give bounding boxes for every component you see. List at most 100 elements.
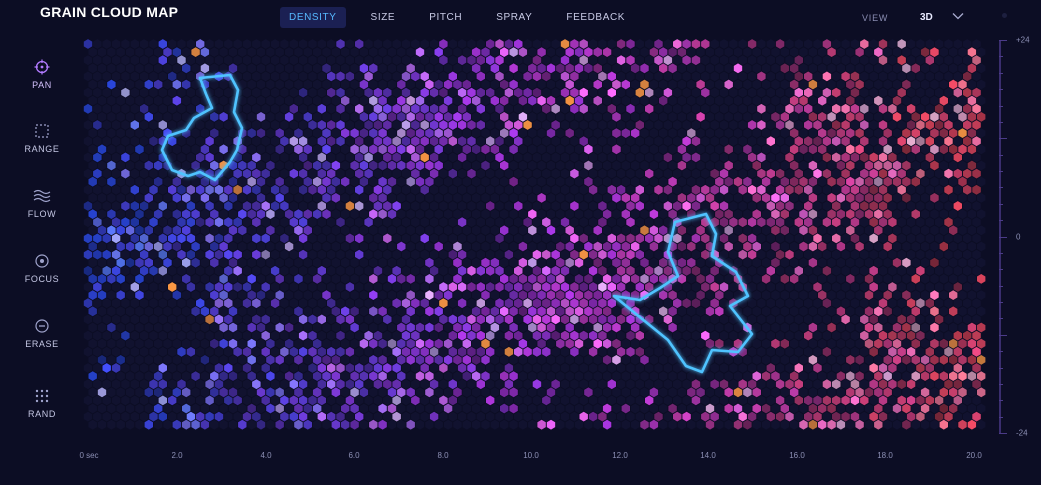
grain-cell bbox=[289, 265, 298, 276]
grain-cell bbox=[593, 63, 602, 74]
grain-cell bbox=[247, 209, 256, 219]
grain-cell bbox=[158, 314, 167, 325]
tab-pitch[interactable]: PITCH bbox=[429, 12, 463, 23]
tool-rand[interactable]: RAND bbox=[0, 388, 84, 419]
grain-cell bbox=[205, 120, 214, 130]
grain-cell bbox=[97, 79, 107, 90]
grain-cell bbox=[780, 290, 789, 300]
grain-cell bbox=[397, 257, 406, 268]
grain-cell bbox=[719, 330, 729, 341]
grain-cell bbox=[457, 249, 467, 260]
grain-cell bbox=[518, 63, 528, 74]
grain-cell bbox=[116, 257, 125, 268]
grain-cell bbox=[677, 176, 687, 187]
grain-cell bbox=[125, 225, 135, 236]
grain-cell bbox=[116, 160, 125, 171]
grain-cell bbox=[401, 152, 411, 163]
tool-pan[interactable]: PAN bbox=[0, 59, 84, 90]
grain-cell bbox=[616, 363, 626, 373]
grain-cell bbox=[925, 120, 934, 130]
grain-cell bbox=[944, 87, 953, 98]
grain-cell bbox=[102, 201, 111, 211]
grain-cell bbox=[808, 306, 818, 317]
grain-cell bbox=[284, 257, 294, 268]
grain-cell bbox=[317, 39, 326, 49]
grain-cell bbox=[906, 120, 916, 130]
grain-cell bbox=[822, 184, 832, 195]
grain-cell bbox=[135, 371, 144, 381]
grain-cell bbox=[135, 338, 144, 349]
grain-cell bbox=[841, 152, 850, 163]
tool-erase[interactable]: ERASE bbox=[0, 318, 84, 349]
grain-cell bbox=[789, 403, 799, 414]
grain-cell bbox=[336, 298, 345, 309]
grain-cell bbox=[284, 63, 294, 74]
grain-cell bbox=[542, 152, 551, 163]
tab-spray[interactable]: SPRAY bbox=[496, 12, 533, 23]
grain-cell bbox=[308, 136, 317, 147]
grain-cell bbox=[827, 371, 836, 381]
grain-cell bbox=[327, 201, 336, 211]
grain-cell bbox=[523, 39, 532, 49]
grain-cell bbox=[626, 395, 635, 406]
grain-cell bbox=[579, 298, 588, 309]
grain-cell bbox=[967, 322, 977, 333]
chevron-down-icon[interactable] bbox=[951, 9, 965, 23]
grain-cell bbox=[256, 79, 266, 90]
grain-cell bbox=[565, 306, 574, 317]
tool-flow[interactable]: FLOW bbox=[0, 188, 84, 219]
grain-cell bbox=[439, 184, 448, 195]
grain-cell bbox=[836, 176, 846, 187]
grain-cell bbox=[757, 249, 766, 260]
grain-cell bbox=[504, 184, 514, 195]
grain-cell bbox=[860, 395, 869, 406]
grain-cell bbox=[242, 298, 252, 309]
grain-cell bbox=[355, 136, 364, 147]
tool-range[interactable]: RANGE bbox=[0, 123, 84, 154]
grain-cell bbox=[312, 419, 322, 430]
grain-cell bbox=[705, 176, 715, 187]
selection-region-a[interactable] bbox=[160, 73, 244, 182]
grain-cell bbox=[392, 39, 401, 49]
grain-cell bbox=[574, 63, 584, 74]
grain-cell bbox=[107, 338, 116, 349]
grain-cell bbox=[210, 322, 219, 333]
selection-region-b[interactable] bbox=[612, 212, 754, 374]
grain-cell bbox=[687, 128, 696, 138]
grain-cell bbox=[841, 411, 850, 422]
grain-cell bbox=[476, 120, 485, 130]
grain-cell bbox=[130, 330, 139, 341]
grain-cell bbox=[401, 379, 411, 390]
view-mode-value[interactable]: 3D bbox=[920, 12, 933, 23]
grain-cell bbox=[518, 193, 528, 203]
tab-feedback[interactable]: FEEDBACK bbox=[566, 12, 626, 23]
grain-cell bbox=[752, 338, 761, 349]
grain-cell bbox=[256, 176, 266, 187]
tab-density[interactable]: DENSITY bbox=[280, 7, 346, 28]
grain-cell bbox=[303, 128, 312, 138]
view-label: VIEW bbox=[862, 13, 889, 23]
grain-cell bbox=[233, 265, 242, 276]
grain-cell bbox=[705, 63, 715, 74]
grain-cell bbox=[682, 136, 691, 147]
grain-cell bbox=[551, 55, 560, 66]
grain-cell bbox=[897, 249, 906, 260]
grain-cell bbox=[827, 225, 836, 236]
grain-cell bbox=[219, 241, 228, 252]
grain-cell bbox=[233, 298, 242, 309]
tab-size[interactable]: SIZE bbox=[370, 12, 396, 23]
grain-cell bbox=[864, 47, 874, 57]
x-tick-2: 4.0 bbox=[260, 451, 272, 460]
grain-cell bbox=[869, 233, 878, 244]
grain-cell bbox=[663, 120, 673, 130]
grain-cell bbox=[172, 112, 182, 122]
tool-focus[interactable]: FOCUS bbox=[0, 253, 84, 284]
grain-cell bbox=[125, 160, 135, 171]
grain-cell bbox=[443, 355, 453, 365]
grain-cell bbox=[733, 403, 743, 414]
grain-cell bbox=[336, 120, 345, 130]
grain-cell bbox=[224, 120, 233, 130]
grain-cell bbox=[729, 103, 738, 114]
grain-cell bbox=[850, 152, 860, 163]
